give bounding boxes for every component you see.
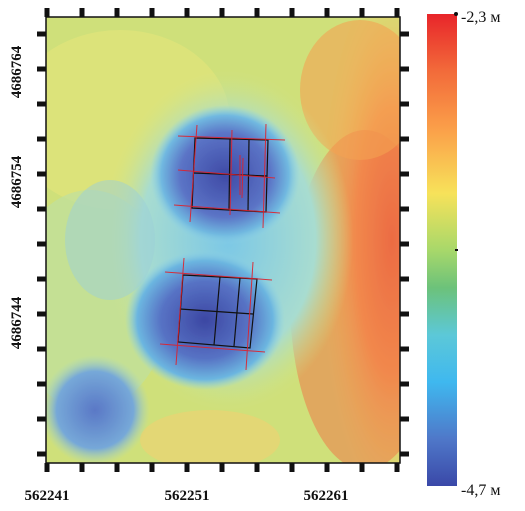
lower-survey-grid-red [159,257,273,371]
tick-marks [37,8,409,472]
y-tick-label-2: 4686754 [9,155,25,208]
x-tick-label-1: 562241 [25,488,70,504]
legend-max-label: -2,3 м [461,9,500,26]
x-tick-label-3: 562261 [304,488,349,504]
legend-color-bar [427,14,457,486]
color-legend: -2,3 м -4,7 м [427,9,500,499]
x-tick-label-2: 562251 [165,488,210,504]
y-tick-label-3: 4686744 [9,296,25,349]
legend-min-label: -4,7 м [461,482,500,499]
upper-survey-grid-red [173,123,286,229]
y-tick-label-1: 4686764 [9,45,25,98]
elevation-raster [46,17,400,463]
legend-top-marker [454,12,458,16]
